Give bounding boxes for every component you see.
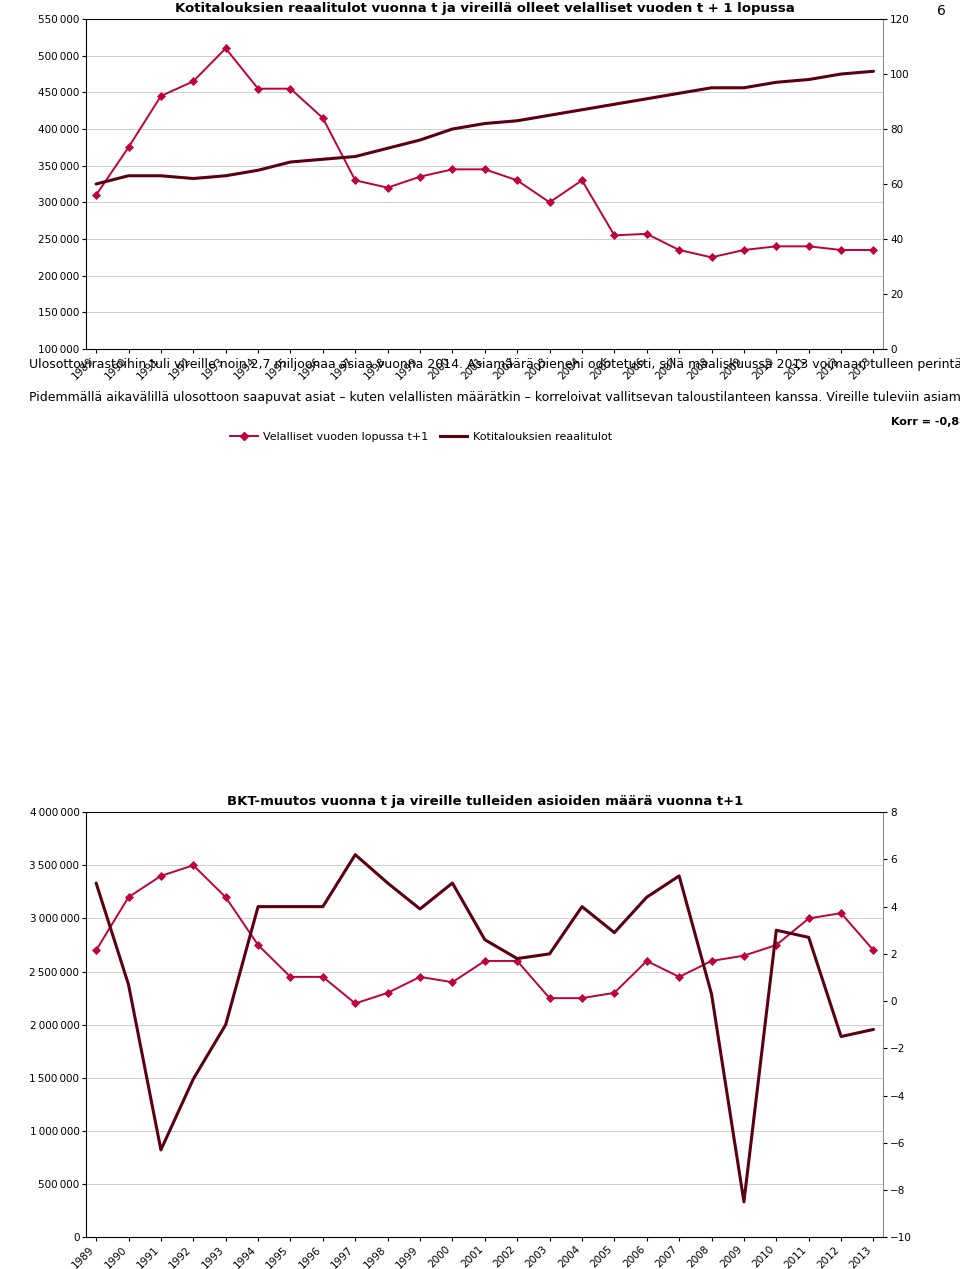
Legend: Velalliset vuoden lopussa t+1, Kotitalouksien reaalitulot: Velalliset vuoden lopussa t+1, Kotitalou… xyxy=(226,428,616,447)
Title: BKT-muutos vuonna t ja vireille tulleiden asioiden määrä vuonna t+1: BKT-muutos vuonna t ja vireille tulleide… xyxy=(227,796,743,808)
Title: Kotitalouksien reaalitulot vuonna t ja vireillä olleet velalliset vuoden t + 1 l: Kotitalouksien reaalitulot vuonna t ja v… xyxy=(175,3,795,15)
Text: 6: 6 xyxy=(937,4,946,19)
Text: Korr = -0,88: Korr = -0,88 xyxy=(891,416,960,426)
Text: Ulosottovirastoihin tuli vireille noin 2,7 miljoonaa asiaa vuonna 2014. Asiamäär: Ulosottovirastoihin tuli vireille noin 2… xyxy=(29,358,960,404)
